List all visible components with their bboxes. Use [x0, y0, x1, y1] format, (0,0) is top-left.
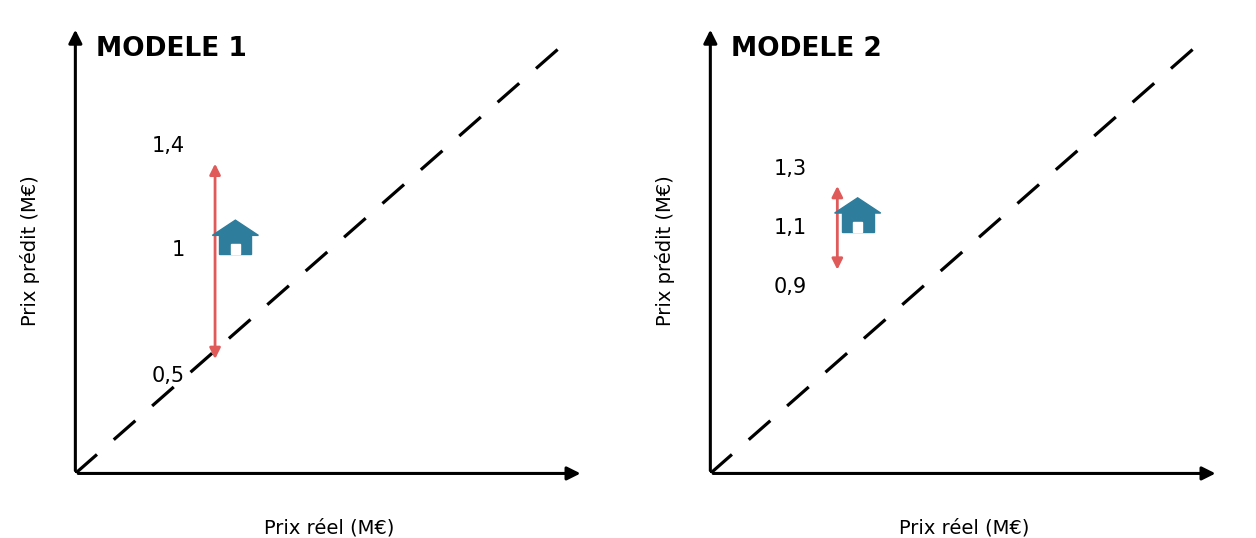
Text: Prix réel (M€): Prix réel (M€) [264, 518, 394, 537]
Polygon shape [834, 198, 880, 213]
Text: 1,1: 1,1 [774, 218, 806, 238]
Polygon shape [220, 236, 251, 254]
Text: 0,5: 0,5 [152, 366, 185, 386]
Polygon shape [231, 244, 240, 254]
Text: 1: 1 [171, 240, 185, 260]
Text: Prix réel (M€): Prix réel (M€) [899, 518, 1030, 537]
Text: 1,3: 1,3 [774, 159, 806, 179]
Text: 0,9: 0,9 [774, 277, 806, 297]
Text: MODELE 1: MODELE 1 [95, 36, 246, 62]
Polygon shape [212, 220, 259, 236]
Text: 1,4: 1,4 [152, 137, 185, 157]
Polygon shape [842, 213, 874, 232]
Text: Prix prédit (M€): Prix prédit (M€) [654, 175, 674, 325]
Text: MODELE 2: MODELE 2 [731, 36, 882, 62]
Text: Prix prédit (M€): Prix prédit (M€) [20, 175, 40, 325]
Polygon shape [853, 222, 863, 232]
